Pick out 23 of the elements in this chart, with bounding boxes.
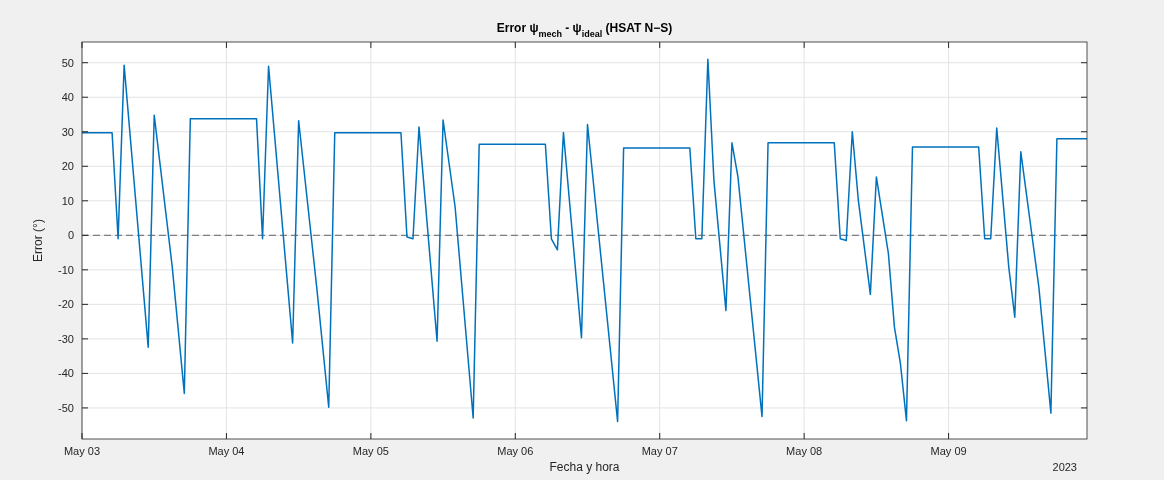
x-tick-label: May 03	[63, 445, 101, 457]
x-tick-label: May 08	[786, 445, 823, 457]
y-tick-label: 0	[67, 229, 74, 242]
x-tick-label: May 06	[497, 445, 534, 457]
chart-title: Error ψ$_{mech}$ - ψ$_{ideal}$ (HSAT N−S)	[496, 21, 673, 39]
x-tick-label: May 09	[930, 445, 967, 457]
text: 2023	[1052, 461, 1077, 473]
y-tick-label: 20	[61, 160, 74, 173]
x-axis-title: Fecha y hora	[549, 460, 620, 474]
y-tick-label: -40	[58, 367, 74, 380]
y-tick-label: 30	[61, 125, 74, 138]
y-tick-label: 10	[61, 194, 74, 207]
y-axis-title: Error (°)	[31, 219, 45, 262]
y-tick-label: -20	[58, 298, 74, 311]
line-series	[81, 58, 1088, 423]
x-tick-label: May 05	[352, 445, 389, 457]
y-tick-label: -30	[58, 332, 74, 345]
y-tick-label: 50	[61, 56, 74, 69]
x-tick-label: May 04	[208, 445, 245, 457]
y-tick-label: -50	[58, 401, 74, 414]
y-tick-label: 40	[61, 91, 74, 104]
y-tick-label: -10	[58, 263, 74, 276]
x-tick-label: May 07	[641, 445, 678, 457]
